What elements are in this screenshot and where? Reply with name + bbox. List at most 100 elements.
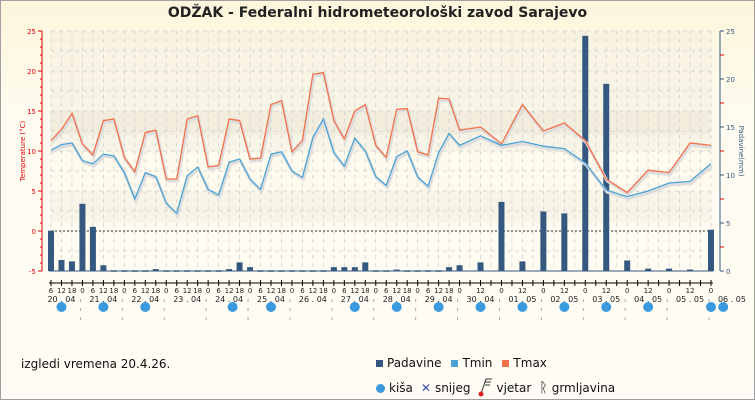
legend-vjetar: vjetar	[496, 381, 532, 395]
precip-bar	[48, 230, 54, 271]
x-tick-label: 0	[709, 287, 713, 295]
x-tick-label: 12	[141, 287, 150, 295]
x-tick-label: 12	[476, 287, 485, 295]
x-tick-label: 12	[560, 287, 569, 295]
x-tick-label: 0	[164, 287, 168, 295]
x-tick-label: 6	[174, 287, 179, 295]
y2-axis-title: Padavine(mm)	[737, 126, 745, 177]
x-tick-label: 6	[300, 287, 305, 295]
rain-icon	[601, 302, 612, 312]
rain-icon	[517, 302, 528, 312]
thunder-icon: ᚱ	[539, 380, 548, 396]
x-day-label: 02 . 05	[550, 295, 578, 304]
x-tick-label: 18	[403, 287, 412, 295]
y-tick-label: 0	[32, 228, 36, 236]
y-axis-title: Temperature (°C)	[19, 121, 27, 183]
x-tick-label: 18	[151, 287, 160, 295]
x-tick-label: 12	[392, 287, 401, 295]
legend-symbols: kiša ✕ snijeg vjetar ᚱ grmljavina	[376, 378, 616, 397]
x-tick-label: 0	[667, 287, 671, 295]
x-tick-label: 12	[225, 287, 234, 295]
rain-icon	[140, 302, 151, 312]
rain-icon	[98, 302, 109, 312]
x-day-label: 06 . 05	[718, 295, 746, 304]
x-tick-label: 12	[308, 287, 317, 295]
legend-kisa: kiša	[389, 381, 413, 395]
x-day-label: 28 . 04	[383, 295, 411, 304]
x-tick-label: 12	[644, 287, 653, 295]
legend-padavine: Padavine	[387, 356, 442, 370]
x-day-label: 26 . 04	[299, 295, 327, 304]
y-tick-label: 15	[27, 108, 36, 116]
y-tick-label: 25	[27, 28, 36, 36]
precip-bar	[456, 265, 463, 271]
x-tick-label: 12	[518, 287, 527, 295]
legend-grmljavina: grmljavina	[551, 381, 616, 395]
x-tick-label: 0	[206, 287, 210, 295]
tmin-line-shadow	[51, 117, 713, 219]
precip-bar	[645, 268, 652, 271]
x-tick-label: 6	[342, 287, 347, 295]
y-tick-label: 20	[27, 68, 36, 76]
x-day-label: 29 . 04	[425, 295, 453, 304]
forecast-date-label: izgledi vremena 20.4.26.	[21, 357, 171, 371]
x-tick-label: 0	[248, 287, 252, 295]
precip-bar	[152, 269, 159, 271]
x-tick-label: 6	[426, 287, 431, 295]
precip-bar	[362, 262, 369, 271]
x-tick-label: 12	[602, 287, 611, 295]
precip-bar	[393, 269, 400, 271]
rain-icon	[475, 302, 486, 312]
chart-title: ODŽAK - Federalni hidrometeorološki zavo…	[167, 5, 588, 21]
y-tick-label: 5	[32, 188, 36, 196]
snowflake-icon: ✕	[420, 381, 431, 395]
wind-icon	[478, 378, 493, 397]
precip-bar	[687, 269, 694, 271]
precip-bar	[330, 267, 337, 271]
y2-tick-label: 25	[726, 28, 735, 36]
y2-tick-label: 20	[726, 76, 735, 84]
y2-tick-label: 15	[726, 124, 735, 132]
x-tick-label: 0	[457, 287, 461, 295]
precip-bar	[708, 229, 714, 271]
rain-icon	[718, 302, 729, 312]
x-tick-label: 6	[384, 287, 389, 295]
x-day-label: 01 . 05	[508, 295, 536, 304]
x-tick-label: 0	[290, 287, 294, 295]
precip-bar	[561, 213, 568, 271]
x-tick-label: 12	[267, 287, 276, 295]
x-tick-label: 18	[109, 287, 118, 295]
legend-tmax: Tmax	[513, 356, 547, 370]
rain-icon	[227, 302, 238, 312]
x-tick-label: 18	[235, 287, 244, 295]
rain-icon	[643, 302, 654, 312]
legend-tmin: Tmin	[462, 356, 493, 370]
y2-tick-label: 5	[726, 220, 730, 228]
x-tick-label: 0	[332, 287, 336, 295]
x-day-label: 23 . 04	[173, 295, 201, 304]
x-tick-label: 18	[319, 287, 328, 295]
precip-bar	[247, 267, 254, 271]
y-tick-label: -5	[29, 268, 36, 276]
precip-bar	[498, 201, 505, 271]
x-tick-label: 18	[361, 287, 370, 295]
x-tick-label: 0	[541, 287, 545, 295]
rain-icon	[433, 302, 444, 312]
x-day-label: 22 . 04	[131, 295, 159, 304]
rain-icon	[56, 302, 67, 312]
x-tick-label: 18	[193, 287, 202, 295]
x-tick-label: 6	[49, 287, 54, 295]
rain-drop-icon	[376, 383, 385, 393]
x-tick-label: 12	[99, 287, 108, 295]
x-day-label: 24 . 04	[215, 295, 243, 304]
x-tick-label: 0	[415, 287, 419, 295]
x-tick-label: 12	[183, 287, 192, 295]
tmax-line	[50, 71, 712, 194]
precip-bar	[540, 211, 547, 271]
y2-tick-label: 10	[726, 172, 735, 180]
rain-icon	[391, 302, 402, 312]
precip-bar	[341, 267, 348, 271]
x-day-label: 03 . 05	[592, 295, 620, 304]
